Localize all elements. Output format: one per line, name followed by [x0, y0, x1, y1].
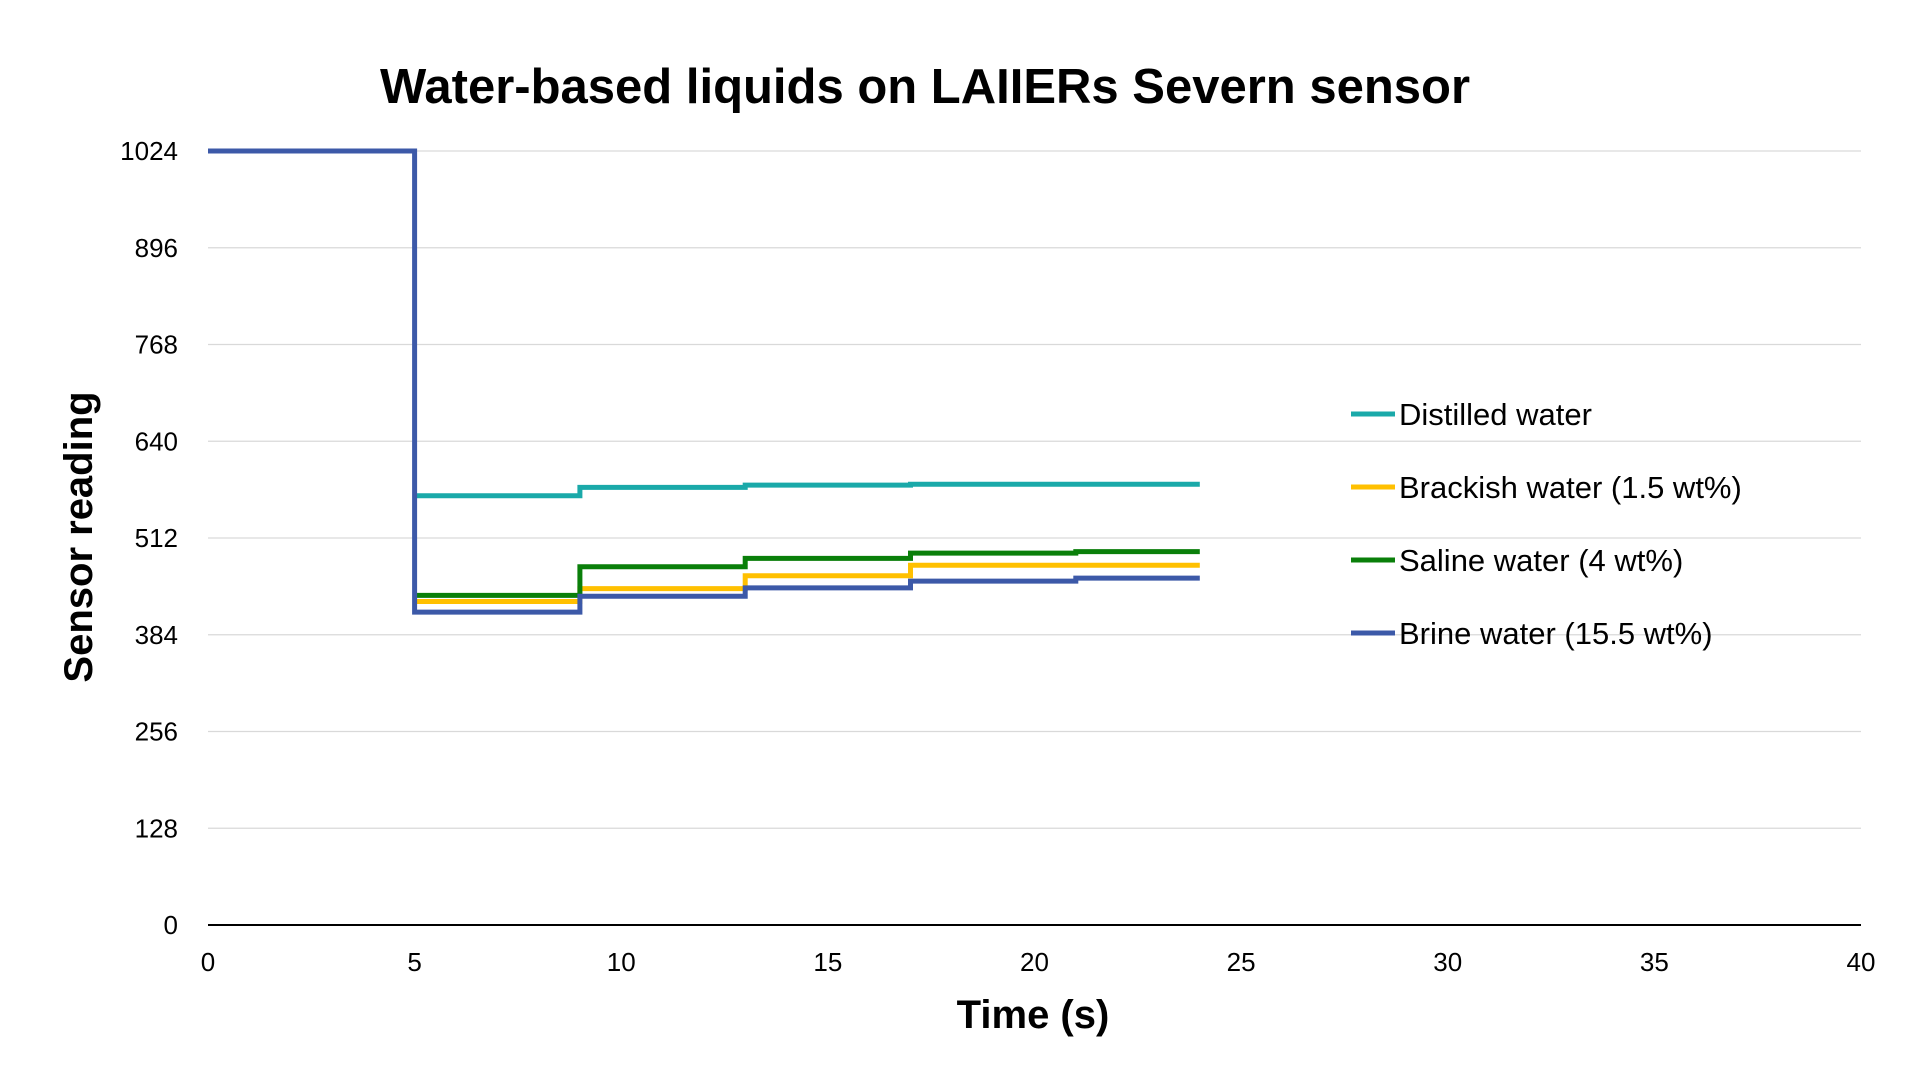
y-axis-title: Sensor reading [57, 391, 101, 682]
series-lines [208, 148, 1200, 615]
y-tick-label: 0 [164, 910, 178, 940]
axes: 0 128 256 384 512 640 768 896 1024 0 5 10 15 20 25 30 35… [120, 136, 1875, 977]
x-tick-label: 25 [1227, 947, 1256, 977]
legend-label-brackish-water-1-5-wt: Brackish water (1.5 wt%) [1399, 470, 1742, 505]
legend-label-saline-water-4-wt: Saline water (4 wt%) [1399, 543, 1683, 578]
x-tick-label: 5 [407, 947, 421, 977]
x-tick-label: 30 [1433, 947, 1462, 977]
y-tick-label: 768 [135, 330, 178, 360]
series-line-saline-water-4-wt [414, 549, 1200, 598]
series-line-brine-water-15-5-wt [208, 148, 1200, 615]
legend-label-brine-water-15-5-wt: Brine water (15.5 wt%) [1399, 616, 1713, 651]
x-tick-label: 0 [201, 947, 215, 977]
x-axis-title: Time (s) [957, 993, 1110, 1037]
gridlines [208, 150, 1861, 829]
legend: Distilled water Brackish water (1.5 wt%) S… [1351, 397, 1742, 651]
y-tick-label: 512 [135, 523, 178, 553]
legend-label-distilled-water: Distilled water [1399, 397, 1592, 432]
y-tick-label: 640 [135, 426, 178, 456]
y-tick-label: 1024 [120, 136, 178, 166]
x-tick-label: 20 [1020, 947, 1049, 977]
x-tick-label: 10 [607, 947, 636, 977]
chart-title: Water-based liquids on LAIIERs Severn se… [380, 60, 1470, 114]
y-tick-label: 384 [135, 620, 178, 650]
y-tick-label: 896 [135, 233, 178, 263]
x-tick-label: 35 [1640, 947, 1669, 977]
x-tick-label: 40 [1847, 947, 1876, 977]
y-tick-label: 256 [135, 717, 178, 747]
x-tick-label: 15 [813, 947, 842, 977]
y-tick-label: 128 [135, 813, 178, 843]
series-line-distilled-water [414, 481, 1200, 499]
